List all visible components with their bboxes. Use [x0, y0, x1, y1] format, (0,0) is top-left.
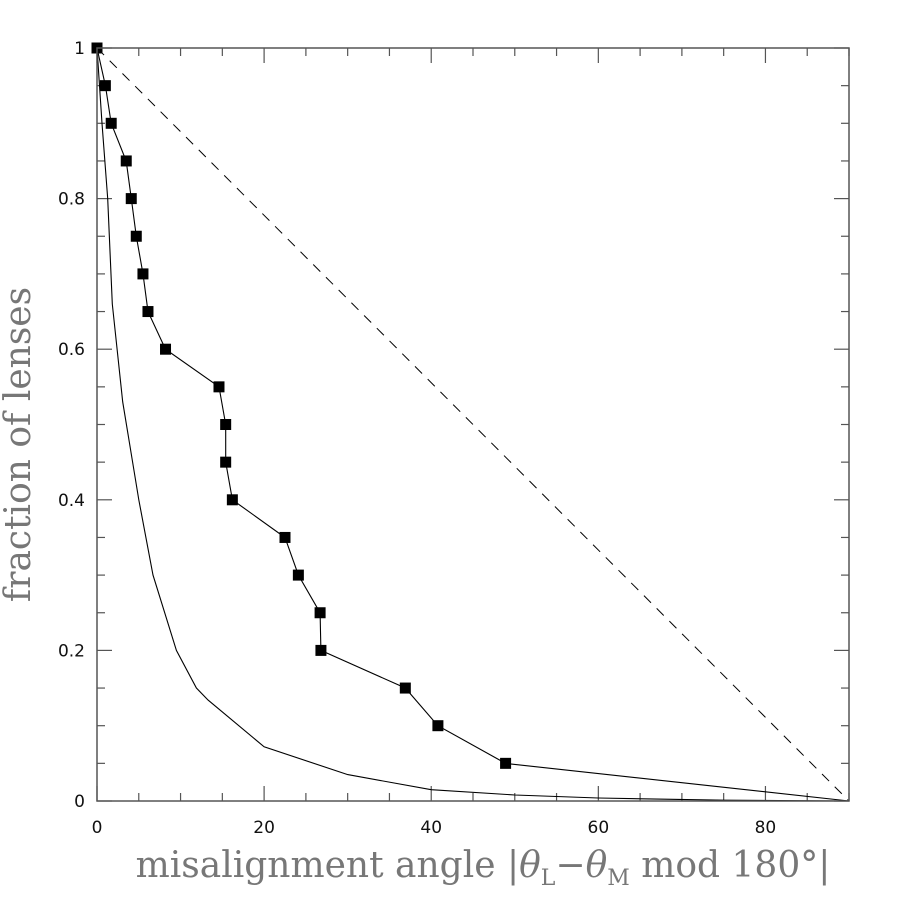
y-tick-label: 1: [74, 39, 85, 59]
series-layer: [91, 42, 850, 802]
x-axis-title: misalignment angle |θL−θM mod 180°|: [136, 845, 831, 891]
data-point-marker: [314, 607, 326, 619]
data-point-marker: [226, 494, 238, 506]
x-axis-title-suffix: mod 180°|: [630, 845, 831, 886]
data-point-marker: [220, 456, 232, 468]
x-axis-title-theta-l: θ: [519, 845, 541, 886]
data-point-marker: [130, 230, 142, 242]
data-point-marker: [160, 343, 172, 355]
data-point-marker: [213, 381, 225, 393]
x-tick-label: 60: [588, 818, 610, 838]
series-line-random-orientation: [96, 47, 850, 802]
data-point-marker: [120, 155, 132, 167]
y-tick-label: 0.4: [58, 491, 85, 511]
y-axis-title: fraction of lenses: [0, 287, 39, 602]
y-tick-label: 0: [74, 792, 85, 812]
tick-labels: 0 20 40 60 80 0 0.2 0.4 0.6 0.8 1: [58, 39, 776, 838]
data-point-marker: [432, 720, 444, 732]
data-point-marker: [500, 757, 512, 769]
x-axis-title-theta-m: θ: [586, 845, 608, 886]
data-point-marker: [292, 569, 304, 581]
data-point-marker: [315, 644, 327, 656]
data-point-marker: [105, 117, 117, 129]
data-point-marker: [279, 531, 291, 543]
y-tick-label: 0.8: [58, 190, 85, 210]
x-axis-title-sub-m: M: [607, 866, 630, 891]
x-tick-label: 40: [420, 818, 442, 838]
x-axis-title-sub-l: L: [541, 866, 556, 891]
y-tick-label: 0.6: [58, 340, 85, 360]
x-axis-title-dash: −: [555, 845, 585, 886]
data-point-marker: [142, 306, 154, 318]
data-point-marker: [399, 682, 411, 694]
data-point-marker: [137, 268, 149, 280]
series-line-aligned-model: [96, 47, 850, 802]
x-axis-title-prefix: misalignment angle |: [136, 845, 519, 886]
y-tick-label: 0.2: [58, 641, 85, 661]
plot-frame: [96, 47, 850, 802]
x-tick-label: 20: [253, 818, 275, 838]
data-point-marker: [99, 80, 111, 92]
data-point-marker: [125, 193, 137, 205]
x-tick-label: 0: [92, 818, 103, 838]
data-point-marker: [220, 419, 232, 430]
x-tick-label: 80: [755, 818, 777, 838]
